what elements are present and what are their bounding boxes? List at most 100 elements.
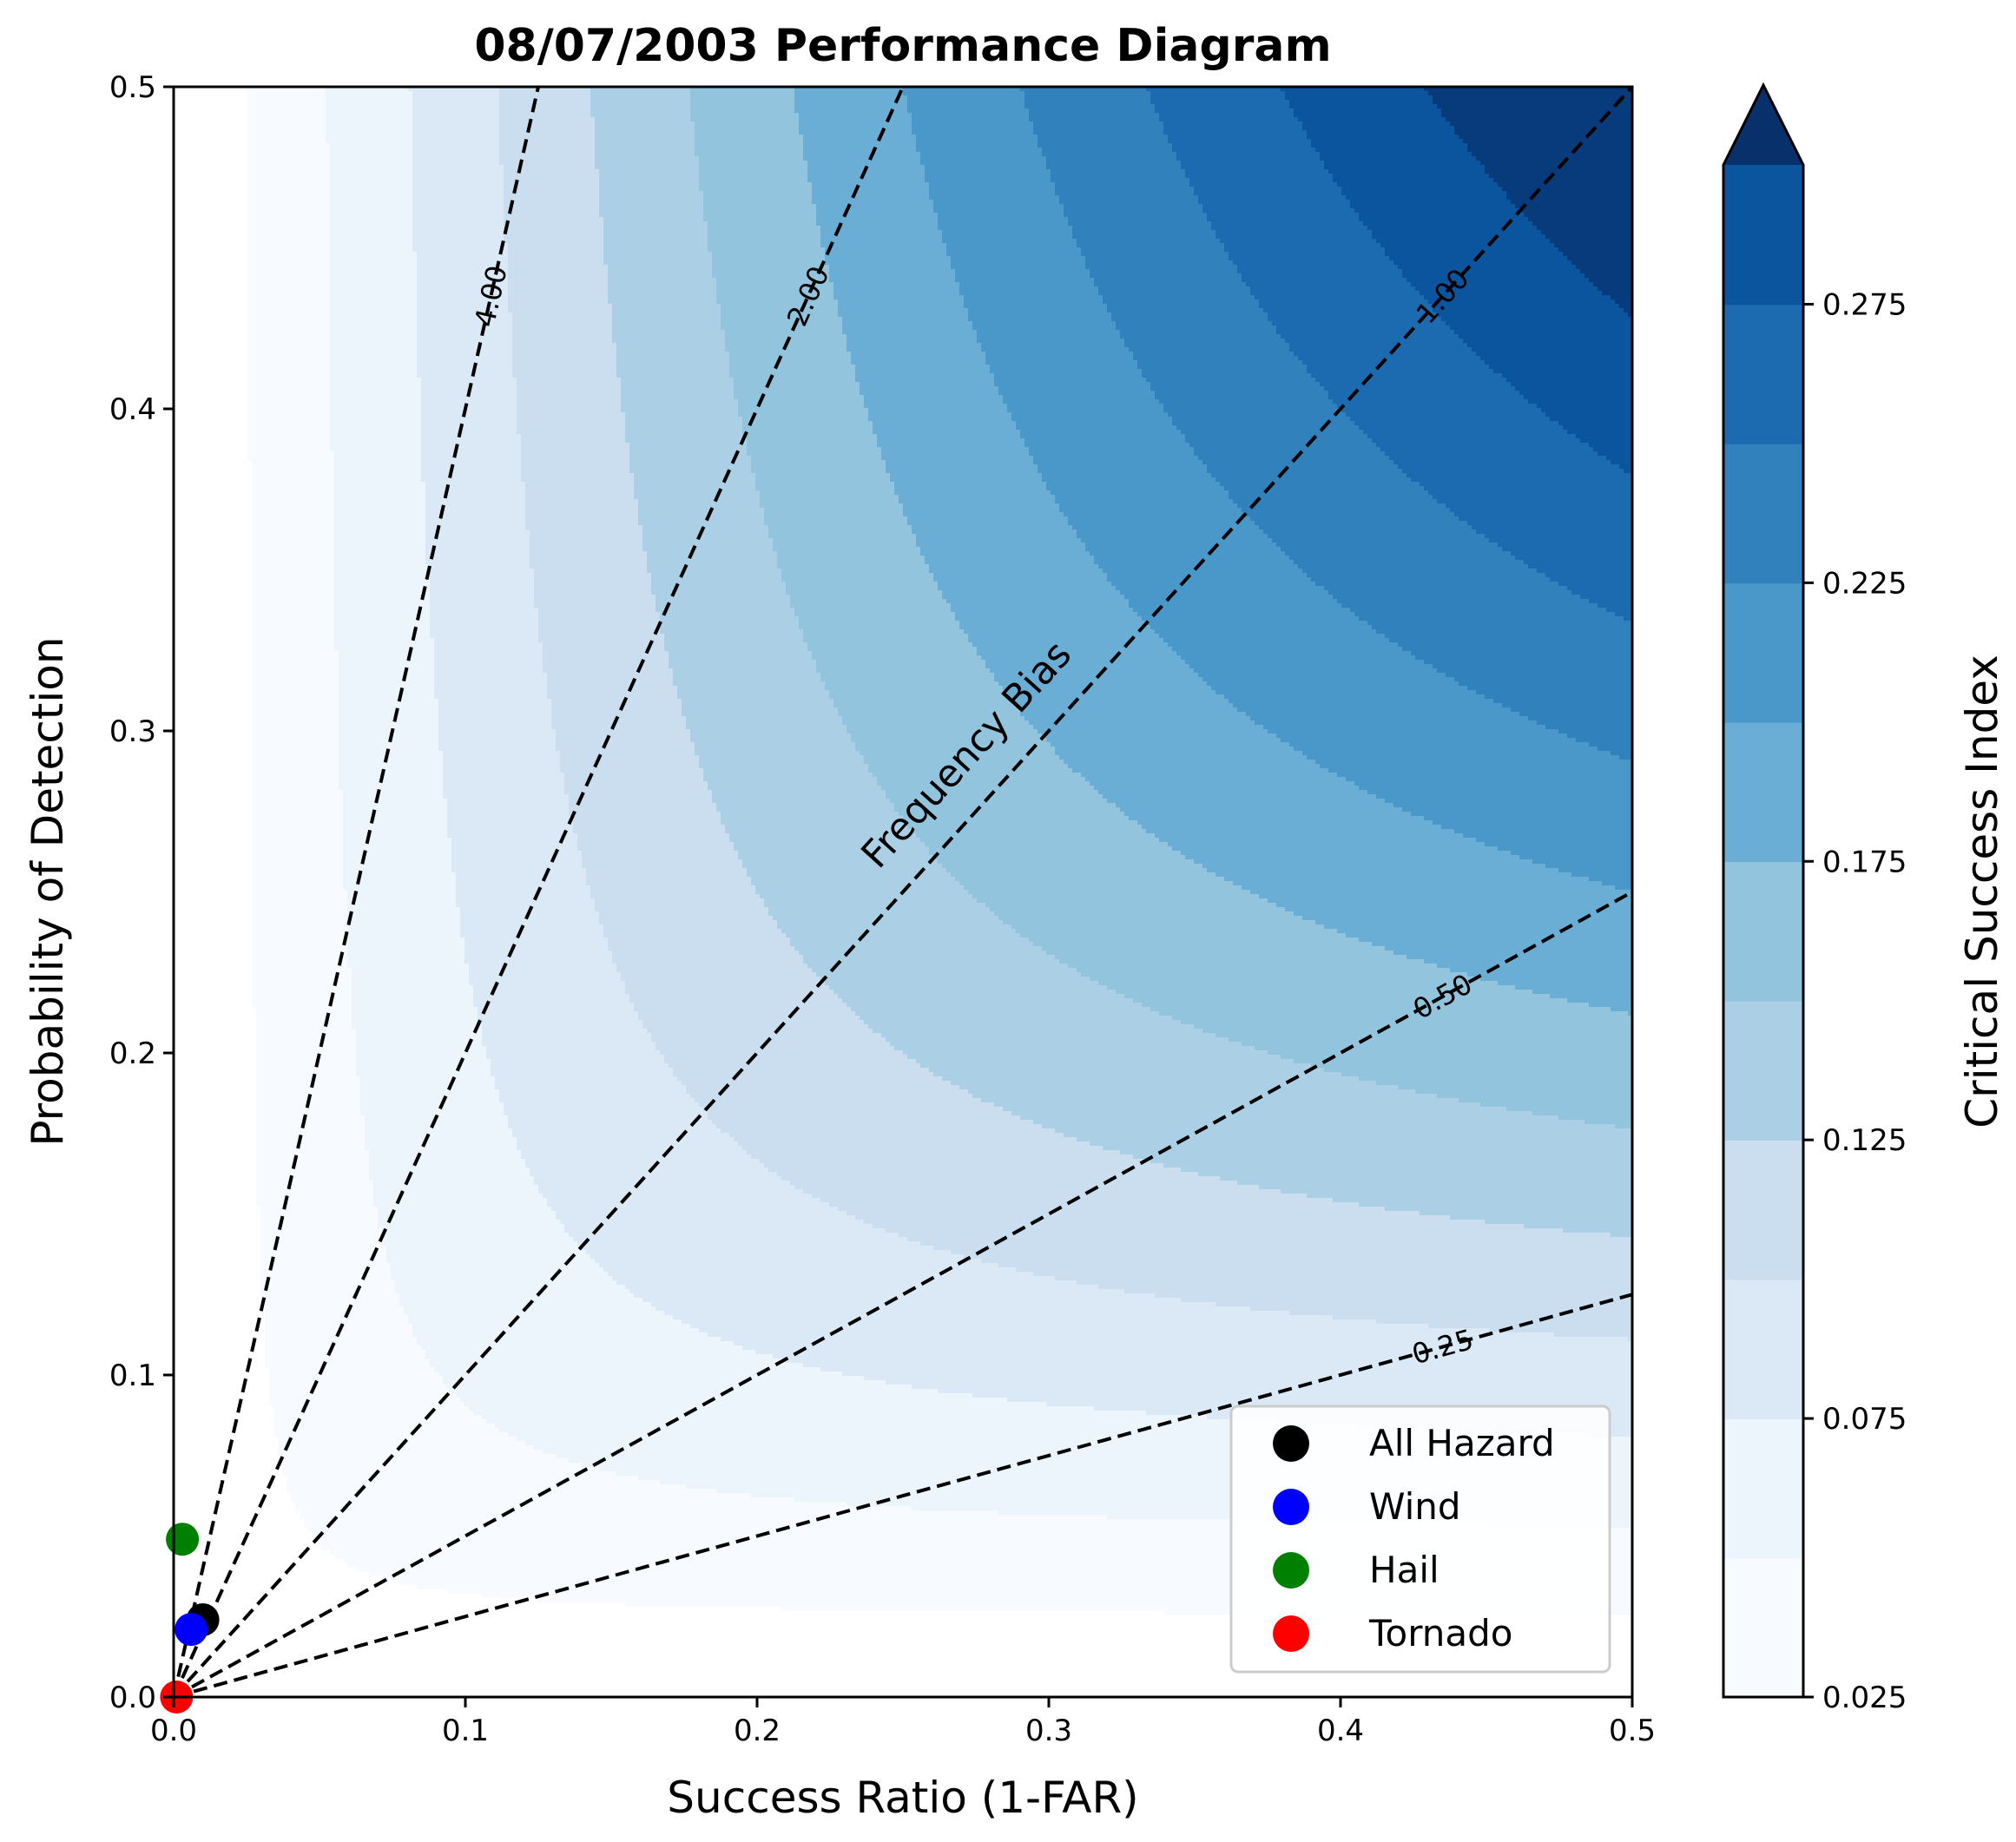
- csi-fill-cell: [530, 1445, 535, 1598]
- csi-fill-cell: [1446, 1215, 1451, 1329]
- csi-fill-cell: [1242, 890, 1247, 1047]
- csi-fill-cell: [1437, 1328, 1442, 1429]
- csi-fill-cell: [981, 1102, 986, 1264]
- csi-fill-cell: [1459, 87, 1464, 140]
- csi-fill-cell: [1168, 1519, 1173, 1615]
- csi-fill-cell: [590, 1259, 596, 1468]
- csi-fill-cell: [768, 916, 774, 1173]
- csi-fill-cell: [564, 87, 570, 795]
- csi-fill-cell: [1281, 91, 1286, 339]
- csi-fill-cell: [1137, 825, 1143, 1003]
- csi-fill-cell: [1506, 1111, 1512, 1225]
- csi-fill-cell: [1611, 755, 1616, 886]
- csi-fill-cell: [1341, 777, 1347, 934]
- csi-fill-cell: [873, 1380, 878, 1507]
- csi-fill-cell: [669, 668, 674, 1069]
- csi-fill-cell: [1446, 326, 1451, 509]
- csi-fill-cell: [1020, 87, 1025, 92]
- csi-fill-cell: [508, 312, 513, 1129]
- csi-fill-cell: [430, 87, 435, 639]
- csi-fill-cell: [907, 87, 912, 114]
- csi-fill-cell: [456, 907, 461, 1398]
- csi-fill-cell: [1038, 946, 1043, 1125]
- csi-fill-cell: [820, 1202, 826, 1372]
- csi-fill-cell: [1111, 803, 1117, 990]
- csi-fill-cell: [1281, 907, 1286, 1060]
- csi-fill-cell: [1051, 87, 1056, 183]
- csi-fill-cell: [873, 1506, 878, 1611]
- csi-fill-cell: [634, 1476, 639, 1607]
- csi-fill-cell: [907, 1059, 912, 1242]
- csi-fill-cell: [1385, 803, 1390, 951]
- csi-fill-cell: [669, 1315, 674, 1485]
- csi-fill-cell: [1163, 1016, 1169, 1168]
- csi-fill-cell: [1250, 87, 1255, 296]
- csi-fill-cell: [925, 846, 930, 1069]
- csi-fill-cell: [1020, 438, 1025, 717]
- csi-fill-cell: [1619, 1011, 1624, 1129]
- csi-fill-cell: [1420, 816, 1425, 960]
- csi-fill-cell: [1046, 1515, 1051, 1611]
- csi-fill-cell: [1211, 872, 1216, 1034]
- csi-fill-cell: [1602, 295, 1607, 457]
- csi-fill-cell: [1064, 516, 1069, 765]
- csi-fill-cell: [729, 87, 735, 378]
- csi-fill-cell: [1589, 1233, 1594, 1338]
- csi-fill-cell: [1268, 1311, 1273, 1420]
- csi-fill-cell: [1259, 1311, 1264, 1420]
- csi-fill-cell: [708, 1489, 713, 1607]
- csi-fill-cell: [603, 265, 609, 938]
- csi-fill-cell: [781, 1358, 787, 1498]
- csi-fill-cell: [1589, 87, 1594, 283]
- csi-fill-cell: [1463, 838, 1468, 973]
- csi-fill-cell: [1550, 729, 1555, 869]
- csi-fill-cell: [807, 1367, 813, 1503]
- csi-fill-cell: [460, 937, 465, 1403]
- csi-fill-cell: [933, 1510, 939, 1611]
- csi-fill-cell: [647, 87, 652, 574]
- csi-fill-cell: [1328, 1198, 1334, 1316]
- csi-fill-cell: [1593, 603, 1598, 747]
- csi-fill-cell: [512, 87, 517, 378]
- csi-fill-cell: [1250, 1311, 1255, 1420]
- csi-fill-cell: [1537, 87, 1542, 231]
- csi-fill-cell: [1428, 1215, 1433, 1329]
- csi-fill-cell: [1363, 790, 1368, 943]
- csi-fill-cell: [1320, 924, 1325, 1069]
- csi-fill-cell: [656, 87, 661, 613]
- csi-fill-cell: [907, 1506, 912, 1611]
- csi-fill-cell: [551, 1454, 557, 1602]
- csi-fill-cell: [812, 87, 817, 205]
- csi-fill-cell: [1545, 1115, 1551, 1229]
- csi-fill-cell: [794, 113, 800, 617]
- csi-fill-cell: [1433, 312, 1438, 500]
- csi-fill-cell: [1571, 265, 1577, 435]
- csi-fill-cell: [347, 87, 352, 969]
- csi-fill-cell: [1346, 417, 1351, 609]
- csi-fill-cell: [1367, 1319, 1373, 1429]
- csi-fill-cell: [1163, 842, 1169, 1016]
- csi-fill-cell: [1211, 1419, 1216, 1520]
- csi-fill-cell: [1137, 369, 1143, 617]
- csi-fill-cell: [1276, 334, 1281, 548]
- csi-fill-cell: [1615, 1011, 1620, 1129]
- csi-fill-cell: [1111, 1519, 1117, 1611]
- csi-fill-cell: [1554, 1115, 1559, 1229]
- csi-fill-cell: [534, 1450, 539, 1598]
- csi-fill-cell: [1619, 616, 1624, 760]
- csi-fill-cell: [894, 1233, 899, 1385]
- csi-fill-cell: [1346, 87, 1351, 201]
- x-axis-ticks: 0.0 0.1 0.2 0.3 0.4 0.5: [150, 1697, 1656, 1748]
- csi-fill-cell: [1120, 595, 1125, 812]
- csi-fill-cell: [764, 1168, 769, 1355]
- csi-fill-cell: [1159, 122, 1164, 405]
- csi-fill-cell: [686, 729, 691, 1095]
- csi-fill-cell: [1281, 551, 1286, 743]
- csi-fill-cell: [1068, 768, 1073, 969]
- csi-fill-cell: [1407, 651, 1412, 812]
- csi-fill-cell: [1189, 1415, 1195, 1520]
- csi-fill-cell: [660, 1484, 665, 1607]
- csi-fill-cell: [855, 1220, 860, 1377]
- csi-fill-cell: [708, 87, 713, 253]
- csi-fill-cell: [1011, 1402, 1017, 1516]
